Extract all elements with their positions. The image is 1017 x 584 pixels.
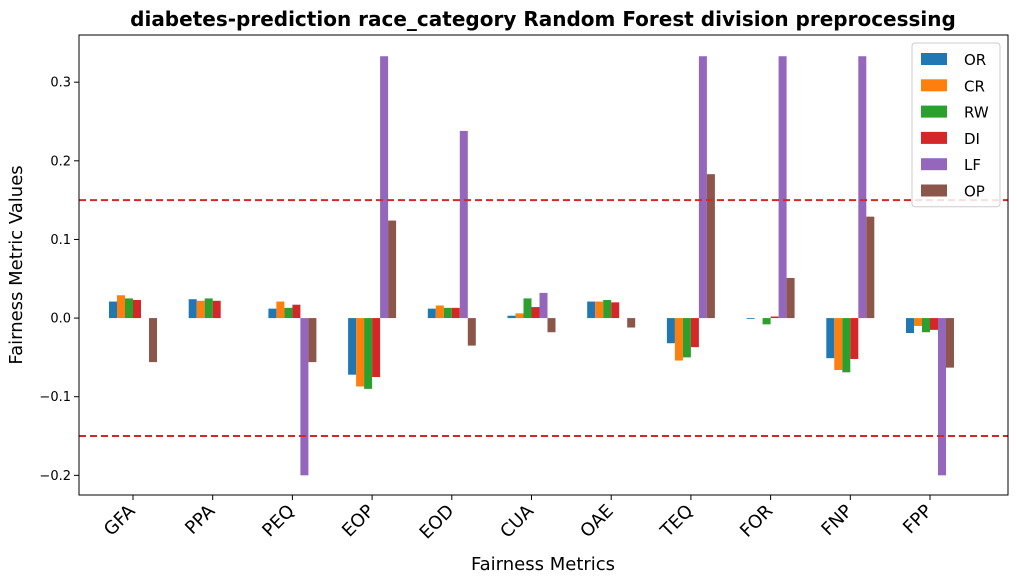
x-tick-label-eod: EOD (416, 501, 459, 544)
bar-lf-for (778, 56, 787, 319)
bar-cr-peq (276, 301, 285, 319)
bar-lf-fpp (938, 318, 946, 476)
x-tick-label-for: FOR (736, 501, 777, 542)
bar-di-oae (611, 302, 620, 319)
bar-or-eod (427, 308, 436, 319)
bar-rw-fpp (922, 318, 930, 333)
bar-or-fnp (826, 318, 835, 359)
bar-lf-cua (539, 292, 548, 319)
x-tick-label-cua: CUA (496, 500, 538, 542)
bar-op-for (786, 277, 795, 319)
legend-label-or: OR (964, 51, 986, 69)
bar-di-gfa (133, 299, 141, 319)
bar-rw-gfa (125, 298, 133, 319)
bar-rw-eod (443, 307, 452, 319)
legend: OR CR RW DI LF OP (911, 42, 1001, 208)
bar-di-fpp (930, 318, 938, 330)
x-tick-label-teq: TEQ (656, 501, 697, 542)
x-tick-label-fnp: FNP (817, 501, 856, 540)
bar-di-cua (531, 307, 540, 319)
bar-rw-teq (682, 318, 691, 358)
bar-rw-peq (284, 307, 293, 319)
bar-or-ppa (188, 299, 197, 319)
legend-swatch-or (921, 53, 947, 65)
bar-or-gfa (109, 301, 117, 319)
x-tick-label-gfa: GFA (100, 500, 140, 540)
bar-cr-fnp (834, 318, 843, 370)
bar-cr-oae (595, 301, 604, 319)
legend-swatch-cr (921, 79, 947, 92)
bar-rw-oae (603, 299, 612, 319)
y-tick-label: 0.1 (50, 233, 71, 248)
y-tick-label: 0.0 (50, 312, 71, 327)
x-tick-label-fpp: FPP (899, 501, 937, 539)
bar-or-oae (587, 301, 596, 319)
x-tick-label-oae: OAE (576, 501, 617, 542)
legend-swatch-op (921, 184, 947, 197)
bar-di-peq (292, 304, 301, 319)
bar-rw-eop (364, 318, 373, 389)
bar-lf-teq (698, 56, 707, 319)
legend-label-cr: CR (964, 77, 985, 95)
bar-rw-for (762, 318, 771, 325)
bar-op-peq (308, 318, 317, 363)
bar-or-fpp (906, 318, 914, 334)
bar-lf-eod (459, 130, 468, 319)
y-tick-label: −0.1 (39, 390, 71, 405)
chart-title: diabetes-prediction race_category Random… (130, 7, 956, 31)
y-tick-label: 0.3 (50, 76, 71, 91)
x-axis-label: Fairness Metrics (471, 554, 615, 575)
legend-swatch-rw (921, 105, 947, 118)
bar-op-gfa (149, 318, 157, 363)
bar-rw-ppa (204, 298, 213, 319)
bar-cr-eop (356, 318, 365, 387)
bar-cr-cua (515, 313, 524, 319)
bar-lf-peq (300, 318, 309, 476)
bar-op-fnp (866, 216, 875, 319)
bar-di-eop (372, 318, 381, 378)
bar-op-teq (706, 174, 715, 319)
bar-di-for (770, 316, 779, 319)
y-tick-label: 0.2 (50, 154, 71, 169)
bar-or-eop (348, 318, 357, 375)
x-tick-label-eop: EOP (338, 501, 379, 542)
plot-area: −0.2 −0.1 0.0 0.1 0.2 0.3 GFA PPA PEQ EOP EOD CUA OA… (39, 34, 1009, 544)
bar-di-teq (690, 318, 699, 348)
bar-or-cua (507, 315, 516, 319)
legend-frame (911, 42, 1001, 208)
y-axis-label: Fairness Metric Values (6, 165, 27, 364)
bar-op-fpp (946, 318, 954, 368)
bar-rw-cua (523, 298, 532, 319)
bar-cr-gfa (117, 295, 125, 319)
legend-swatch-di (921, 131, 947, 144)
bar-cr-ppa (196, 300, 205, 319)
x-tick-label-peq: PEQ (258, 501, 299, 542)
x-tick-label-ppa: PPA (181, 500, 220, 539)
bar-op-oae (627, 318, 636, 328)
legend-label-lf: LF (964, 156, 981, 174)
legend-label-rw: RW (964, 104, 989, 122)
bar-di-eod (451, 307, 460, 319)
y-tick-label: −0.2 (39, 469, 71, 484)
legend-swatch-lf (921, 158, 947, 171)
bar-di-ppa (212, 300, 221, 319)
bar-lf-eop (380, 56, 389, 319)
bar-cr-teq (674, 318, 683, 361)
bar-lf-fnp (858, 56, 867, 319)
bar-op-eod (467, 318, 476, 346)
bar-op-eop (388, 220, 397, 319)
bar-cr-eod (435, 305, 444, 319)
bar-di-fnp (850, 318, 859, 359)
bar-or-peq (268, 308, 277, 319)
bar-rw-fnp (842, 318, 851, 373)
legend-label-op: OP (964, 183, 985, 201)
bar-op-cua (547, 318, 556, 333)
bar-or-teq (666, 318, 675, 344)
plot-frame (78, 34, 1009, 496)
bar-or-for (746, 318, 755, 319)
bar-cr-fpp (914, 318, 922, 326)
legend-label-di: DI (964, 130, 980, 148)
